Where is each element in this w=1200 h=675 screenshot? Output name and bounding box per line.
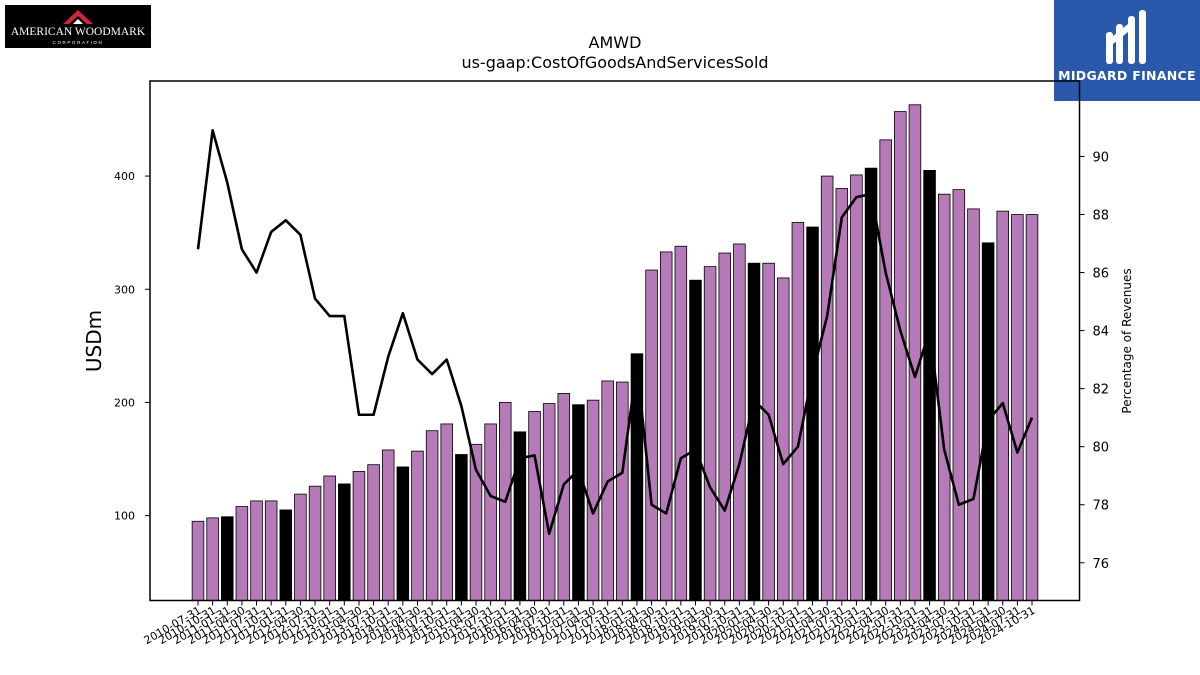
bar-2023-07-31: [952, 189, 966, 601]
bar-2023-01-31: [923, 170, 936, 601]
bar-2024-10-31: [1025, 214, 1039, 601]
bar-2013-01-31: [338, 483, 351, 601]
bar-2014-04-30: [411, 450, 424, 601]
bar-2014-07-31: [425, 430, 439, 601]
bar-2012-07-31: [308, 485, 322, 601]
y2-tick-label: 86: [1093, 267, 1110, 282]
y2-tick-label: 82: [1093, 383, 1110, 398]
bar-2012-10-31: [323, 475, 336, 601]
bar-2013-10-31: [381, 449, 395, 601]
bar-2018-07-31: [659, 251, 673, 601]
bar-2023-10-31: [967, 208, 980, 601]
bar-2022-01-31: [864, 167, 878, 601]
bar-2022-07-31: [894, 111, 907, 601]
house-roof-icon: [63, 10, 93, 24]
bar-2019-07-31: [718, 252, 731, 601]
bar-2019-01-31: [689, 279, 702, 601]
american-woodmark-logo: AMERICAN WOODMARK CORPORATION: [5, 5, 151, 48]
y-tick-label: 200: [114, 396, 135, 409]
bar-2017-10-31: [616, 381, 629, 601]
bar-2021-04-30: [820, 175, 834, 601]
bar-2013-07-31: [367, 464, 380, 601]
bar-2017-01-31: [572, 404, 585, 601]
y2-tick-label: 90: [1093, 150, 1110, 165]
y2-tick-label: 78: [1093, 499, 1110, 514]
y-tick-label: 300: [114, 283, 135, 296]
bar-2012-01-31: [279, 509, 293, 601]
y2-tick-label: 88: [1093, 209, 1110, 224]
bar-2011-04-30: [235, 506, 249, 601]
bar-2018-04-30: [645, 269, 658, 601]
american-woodmark-sub: CORPORATION: [52, 40, 104, 45]
bar-2020-10-31: [791, 222, 805, 601]
bar-2013-04-30: [352, 471, 366, 601]
bar-2016-07-31: [542, 403, 556, 601]
bar-2019-10-31: [733, 243, 746, 601]
chart-title: AMWD: [589, 33, 642, 52]
bar-2014-10-31: [440, 423, 453, 601]
bar-2010-10-31: [206, 517, 219, 601]
y2-tick-label: 76: [1093, 557, 1110, 572]
bar-2015-01-31: [455, 454, 468, 601]
bar-2018-10-31: [674, 245, 688, 601]
bar-2024-07-31: [1011, 214, 1024, 601]
american-woodmark-wordmark: AMERICAN WOODMARK: [10, 26, 146, 38]
bar-2014-01-31: [396, 466, 410, 601]
bar-2020-01-31: [747, 262, 761, 601]
bar-2023-04-30: [937, 193, 951, 601]
bar-2022-04-30: [879, 139, 892, 601]
midgard-m-icon: [1106, 10, 1146, 64]
midgard-finance-wordmark: MIDGARD FINANCE: [1058, 68, 1196, 83]
y2-axis-label: Percentage of Revenues: [1120, 268, 1134, 413]
y-tick-label: 100: [114, 510, 135, 523]
bar-2010-07-31: [191, 520, 205, 601]
bar-2011-07-31: [250, 500, 263, 601]
bar-2011-10-31: [264, 500, 278, 601]
y2-tick-label: 80: [1093, 441, 1110, 456]
bar-2020-07-31: [777, 277, 790, 601]
y2-tick-label: 84: [1093, 325, 1110, 340]
y-tick-label: 400: [114, 170, 135, 183]
bar-2021-01-31: [806, 226, 819, 601]
bar-2011-01-31: [221, 516, 234, 601]
bar-2012-04-30: [294, 493, 307, 601]
chart-subtitle: us-gaap:CostOfGoodsAndServicesSold: [461, 53, 768, 72]
bar-2015-07-31: [484, 423, 497, 601]
bar-2022-10-31: [908, 104, 922, 601]
y-axis-label: USDm: [82, 310, 106, 372]
bar-2016-04-30: [528, 411, 541, 601]
bar-2021-10-31: [850, 174, 863, 601]
midgard-finance-logo: MIDGARD FINANCE: [1054, 0, 1200, 101]
bar-2019-04-30: [703, 266, 717, 601]
percentage-line: [196, 129, 1034, 536]
plot-frame: [149, 80, 1081, 602]
